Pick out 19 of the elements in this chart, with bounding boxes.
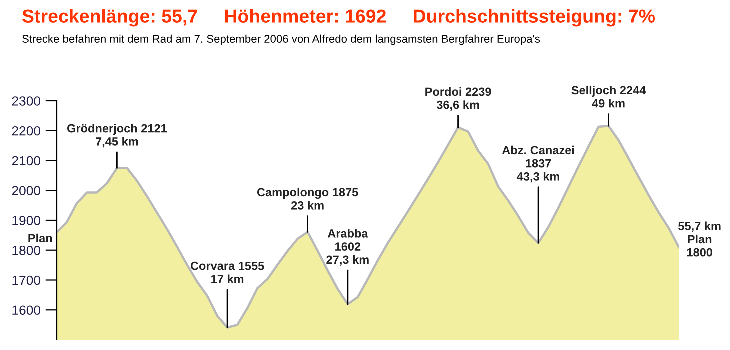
y-tick-label: 2000	[12, 186, 41, 196]
y-tick-label: 2100	[12, 156, 41, 166]
chart-title: Streckenlänge: 55,7 Höhenmeter: 1692 Durchschnittssteigung: 7%	[22, 9, 656, 27]
annotation: Plan	[28, 234, 52, 243]
y-tick-label: 2300	[12, 96, 41, 106]
annotation: Arabba 1602 27,3 km	[326, 229, 369, 266]
annotation: 55,7 km Plan 1800	[678, 222, 721, 257]
y-tick-label: 1900	[12, 216, 41, 226]
annotation: Selljoch 2244 49 km	[572, 86, 646, 108]
annotation: Grödnerjoch 2121 7,45 km	[67, 124, 168, 148]
y-tick-label: 1600	[12, 306, 41, 316]
y-tick-label: 1700	[12, 276, 41, 286]
annotation: Corvara 1555 17 km	[190, 262, 264, 284]
annotation: Campolongo 1875 23 km	[257, 188, 358, 210]
chart-subtitle: Strecke befahren mit dem Rad am 7. September 2006 von Alfredo dem langsamsten Bergfahrer Europa's	[22, 34, 540, 46]
y-tick-label: 2200	[12, 126, 41, 136]
annotation: Abz. Canazei 1837 43,3 km	[502, 146, 574, 183]
annotation: Pordoi 2239 36,6 km	[426, 87, 492, 111]
y-tick-label: 1800	[12, 246, 41, 256]
